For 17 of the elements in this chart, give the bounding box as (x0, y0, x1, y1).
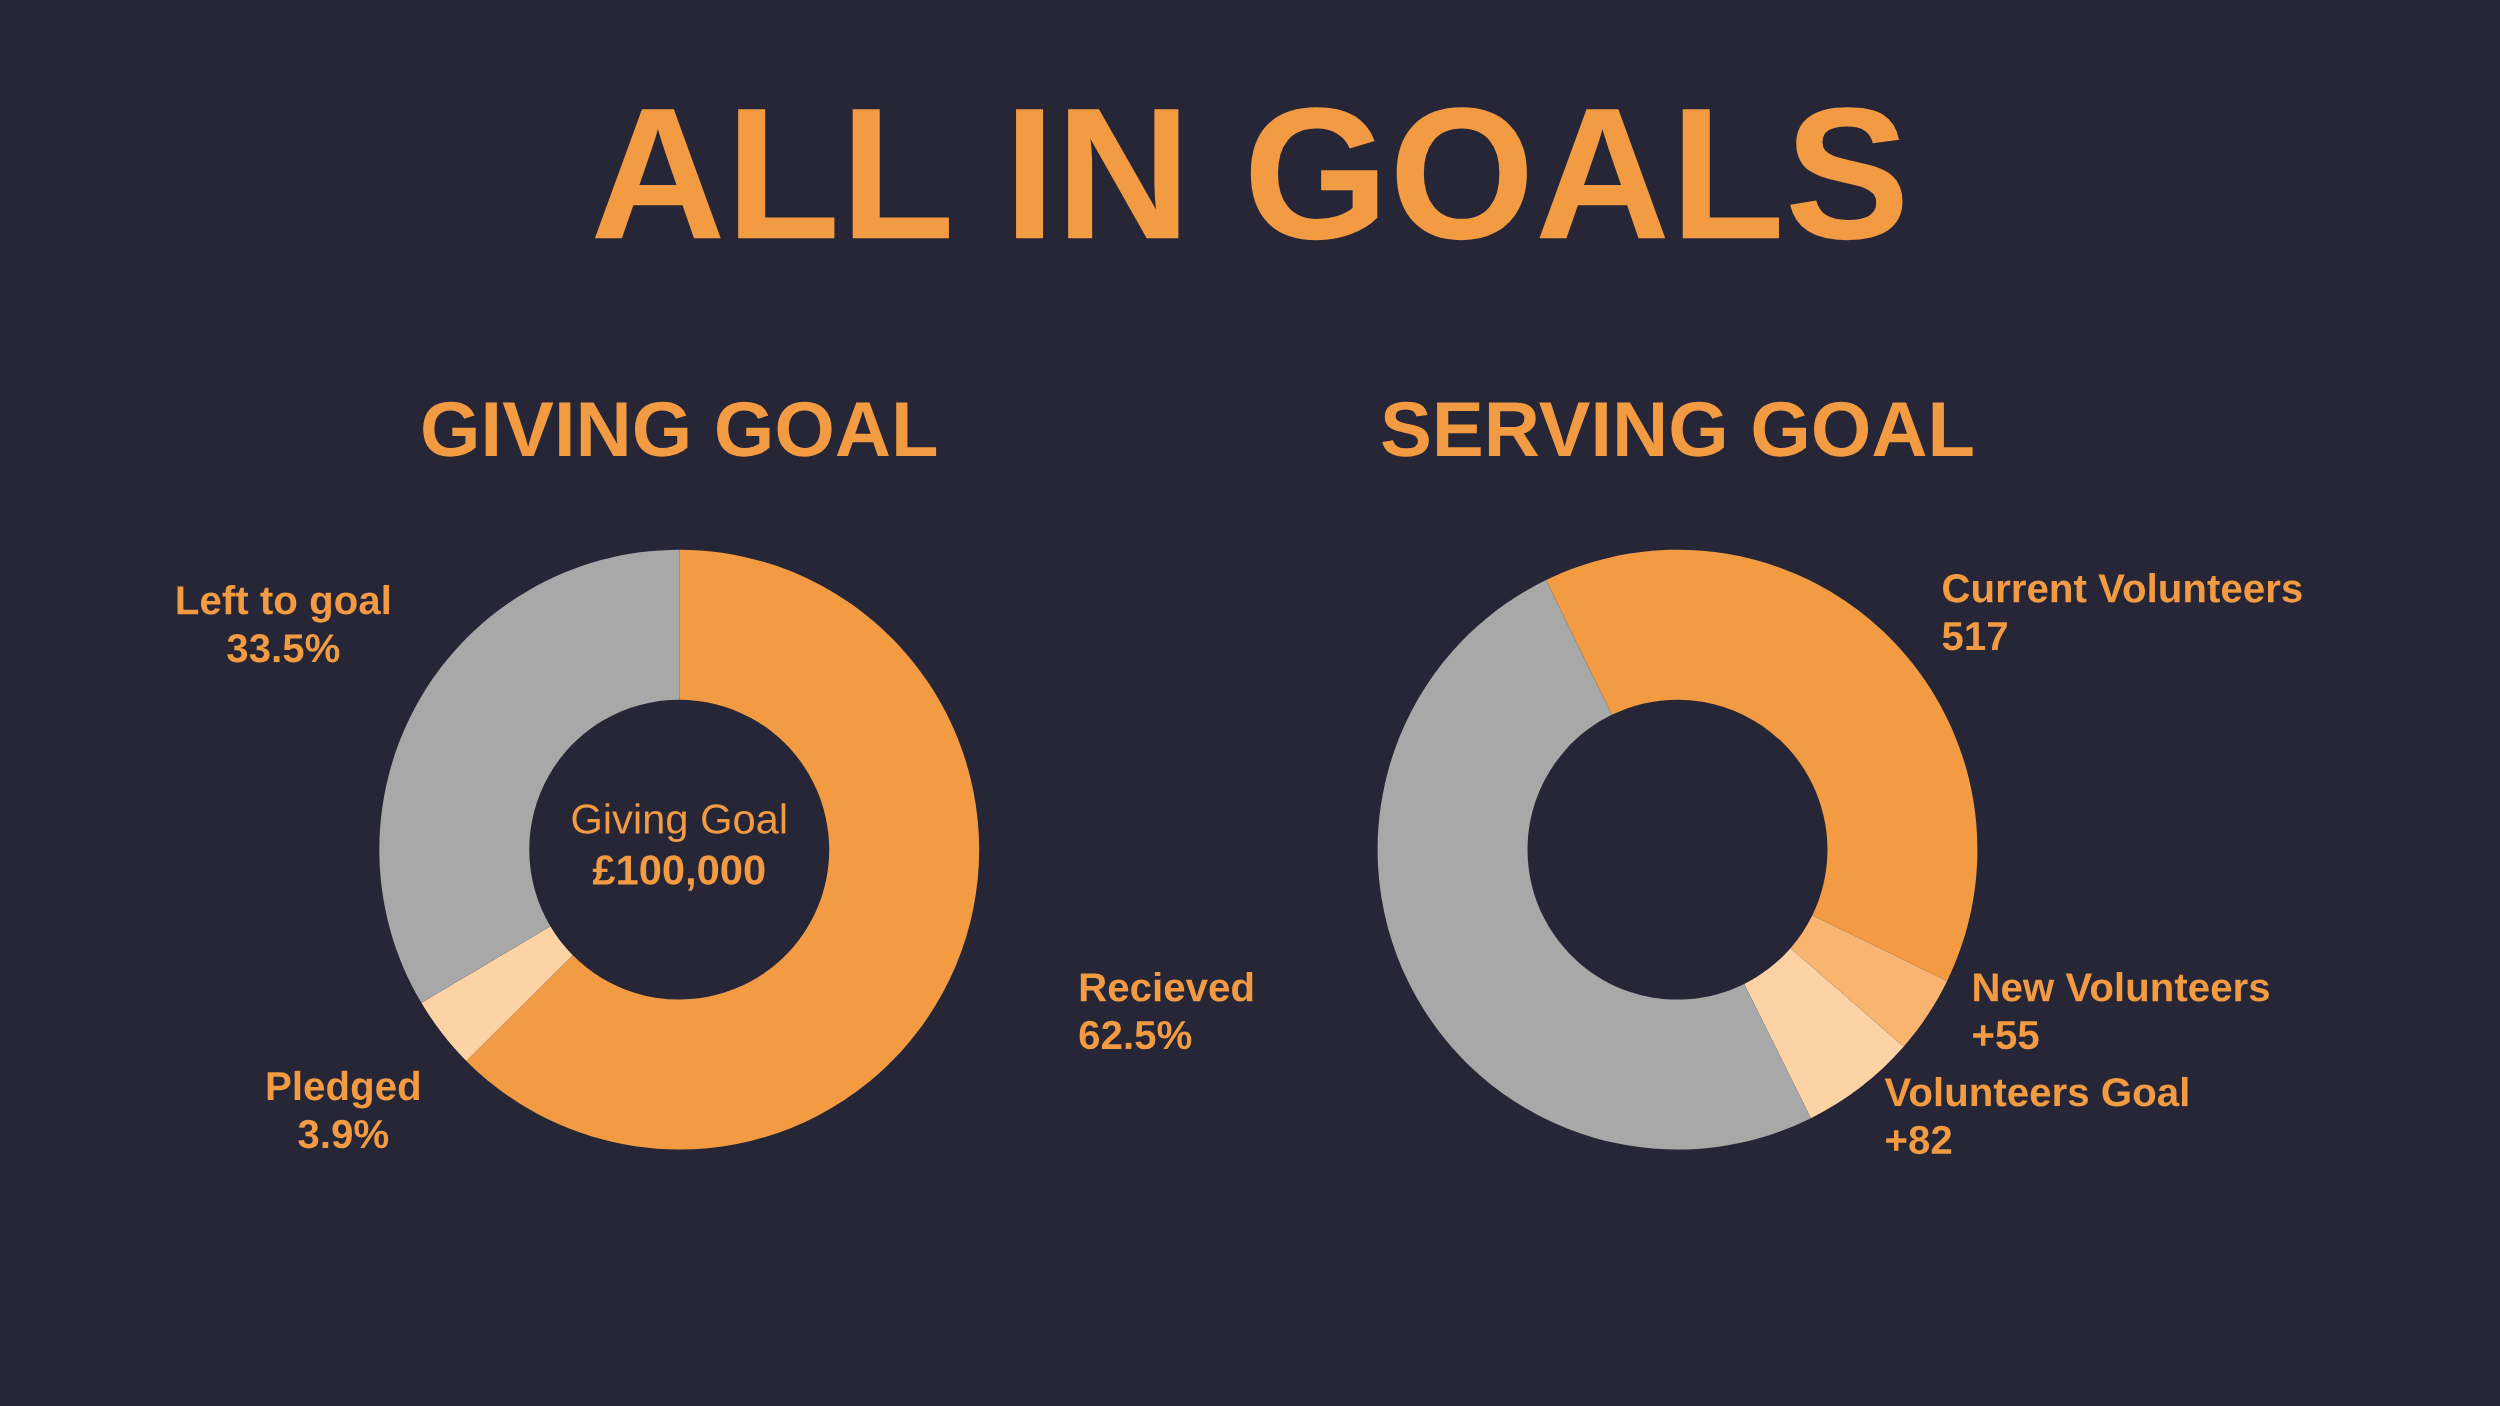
data-label: +82 (1886, 1125, 1952, 1155)
text: £100,000 (592, 855, 765, 891)
slice-label: Volunteers Goal (1884, 1076, 2188, 1107)
slice-label: Current Volunteers (1943, 573, 2302, 603)
slice-label: Pledged (267, 1070, 420, 1109)
chart-title: SERVING GOAL (1382, 401, 1973, 457)
data-label: 3.9% (298, 1119, 389, 1149)
data-label: 517 (1942, 622, 2007, 651)
data-label: 33.5% (227, 633, 340, 663)
chart-subtitle: GIVING GOAL (423, 401, 937, 457)
slice-label: Left to goal (177, 584, 390, 623)
data-label: +55 (1973, 1021, 2039, 1050)
slice-label: Recieved (1080, 971, 1253, 1002)
chart-title: ALL IN GOALS (594, 107, 1903, 241)
data-label: 62.5% (1079, 1020, 1192, 1050)
text: Giving Goal (572, 803, 786, 843)
slice-label: New Volunteers (1974, 971, 2269, 1002)
